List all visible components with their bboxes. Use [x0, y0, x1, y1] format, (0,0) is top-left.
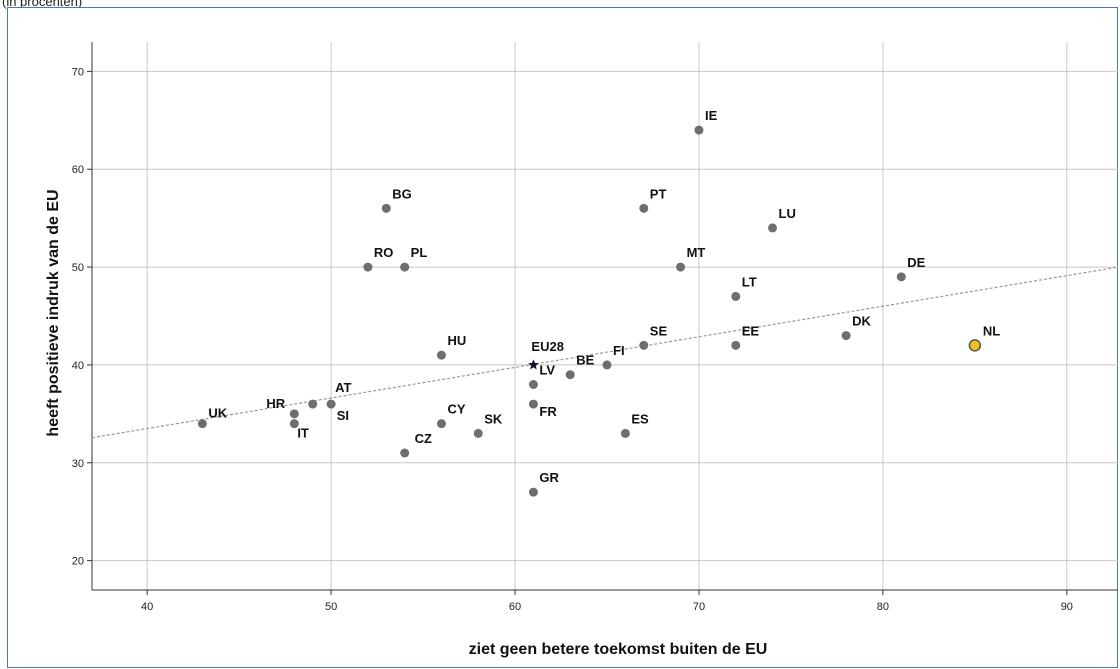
point-label-pl: PL — [411, 245, 428, 260]
point-label-bg: BG — [392, 186, 412, 201]
point-nl — [968, 339, 982, 352]
point-si — [308, 399, 318, 409]
point-at — [326, 399, 336, 409]
point-label-cy: CY — [447, 402, 465, 417]
point-label-gr: GR — [539, 470, 559, 485]
y-tick-label-60: 60 — [72, 164, 84, 176]
grid — [92, 42, 1118, 590]
point-label-hu: HU — [447, 333, 466, 348]
x-tick-label-60: 60 — [509, 601, 521, 613]
point-pt — [639, 203, 649, 213]
point-label-sk: SK — [484, 411, 503, 426]
chart-frame: 40 50 60 70 80 90 20 30 40 50 60 70 UK HR IT AT SI RO PL B… — [7, 7, 1118, 668]
point-label-it: IT — [297, 426, 309, 441]
point-label-pt: PT — [650, 186, 667, 201]
point-label-fi: FI — [613, 343, 625, 358]
point-label-be: BE — [576, 353, 594, 368]
point-lt — [731, 291, 741, 301]
x-tick-label-80: 80 — [877, 601, 889, 613]
point-label-uk: UK — [208, 406, 227, 421]
point-es — [620, 428, 630, 438]
point-be — [565, 370, 575, 380]
point-hr — [289, 409, 299, 419]
point-eu28 — [528, 359, 539, 370]
point-label-hr: HR — [266, 396, 285, 411]
point-uk — [197, 419, 207, 429]
point-label-si: SI — [337, 408, 349, 423]
point-label-lt: LT — [742, 274, 757, 289]
x-axis-title: ziet geen betere toekomst buiten de EU — [469, 641, 768, 658]
point-label-nl: NL — [983, 323, 1000, 338]
data-points — [197, 125, 982, 497]
chart-note: (in procenten) — [2, 0, 83, 9]
point-it — [289, 419, 299, 429]
y-tick-label-40: 40 — [72, 360, 84, 372]
point-hu — [436, 350, 446, 360]
point-lu — [768, 223, 778, 233]
point-cy — [436, 419, 446, 429]
point-label-se: SE — [650, 323, 668, 338]
point-label-mt: MT — [687, 245, 706, 260]
point-ie — [694, 125, 704, 135]
y-tick-label-30: 30 — [72, 458, 84, 470]
point-ro — [363, 262, 373, 272]
y-tick-label-70: 70 — [72, 66, 84, 78]
point-label-de: DE — [907, 255, 925, 270]
x-tick-label-40: 40 — [141, 601, 153, 613]
point-de — [896, 272, 906, 282]
point-label-at: AT — [335, 380, 351, 395]
point-label-lu: LU — [779, 206, 796, 221]
point-label-lv: LV — [539, 363, 555, 378]
point-bg — [381, 203, 391, 213]
point-label-dk: DK — [852, 314, 871, 329]
y-tick-label-50: 50 — [72, 262, 84, 274]
point-labels: UK HR IT AT SI RO PL BG CZ HU CY SK LV FR GR BE FI ES PT SE… — [208, 108, 1000, 485]
x-tick-label-90: 90 — [1061, 601, 1073, 613]
trendline — [92, 266, 1118, 439]
point-label-fr: FR — [539, 404, 557, 419]
point-ee — [731, 340, 741, 350]
scatter-chart: 40 50 60 70 80 90 20 30 40 50 60 70 UK HR IT AT SI RO PL B… — [45, 42, 1118, 658]
point-gr — [528, 487, 538, 497]
point-mt — [676, 262, 686, 272]
point-pl — [400, 262, 410, 272]
point-fr — [528, 399, 538, 409]
point-lv — [528, 380, 538, 389]
point-dk — [841, 331, 851, 341]
point-fi — [602, 360, 612, 370]
axes — [87, 42, 1118, 595]
point-label-es: ES — [631, 411, 649, 426]
point-label-eu28: EU28 — [531, 339, 564, 354]
y-tick-label-20: 20 — [72, 556, 84, 568]
trend-line — [92, 266, 1118, 439]
x-tick-label-50: 50 — [325, 601, 337, 613]
point-se — [639, 340, 649, 350]
point-label-cz: CZ — [415, 431, 432, 446]
point-label-ro: RO — [374, 245, 394, 260]
tick-labels: 40 50 60 70 80 90 20 30 40 50 60 70 — [72, 66, 1073, 613]
y-axis-title: heeft positieve indruk van de EU — [45, 189, 62, 436]
x-tick-label-70: 70 — [693, 601, 705, 613]
point-label-ie: IE — [705, 108, 718, 123]
point-sk — [473, 428, 483, 438]
point-label-ee: EE — [742, 323, 760, 338]
point-cz — [400, 448, 410, 458]
